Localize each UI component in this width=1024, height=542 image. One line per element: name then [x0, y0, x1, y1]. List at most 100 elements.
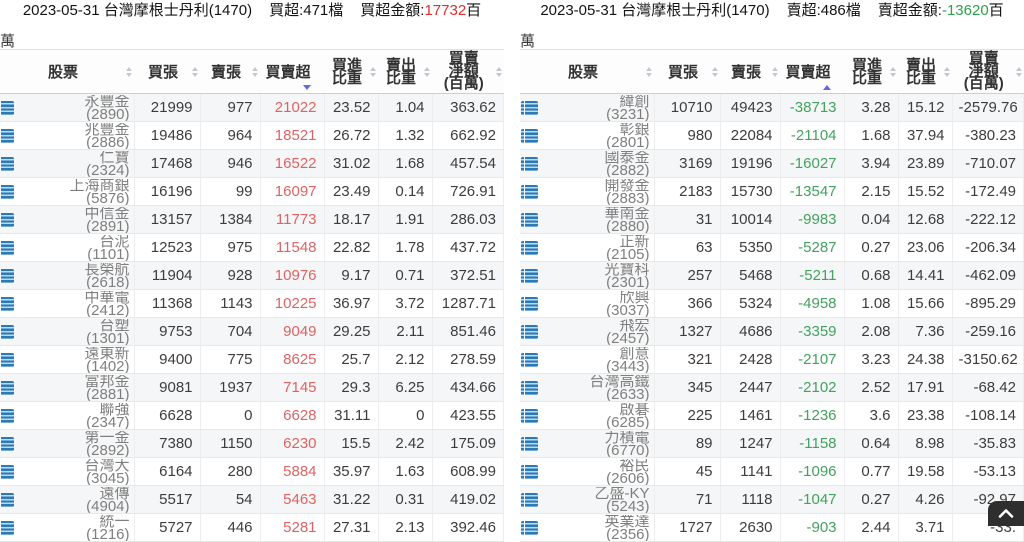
- list-icon[interactable]: [0, 380, 14, 395]
- stock-name: 緯創: [619, 94, 650, 108]
- list-icon[interactable]: [521, 408, 538, 423]
- col-sell-lots[interactable]: 賣張: [720, 49, 781, 94]
- stock-name: 中信金: [84, 206, 130, 220]
- list-icon[interactable]: [0, 296, 14, 311]
- sort-arrows-icon: [646, 66, 653, 77]
- list-icon[interactable]: [521, 268, 538, 283]
- stock-code: (2801): [606, 135, 650, 149]
- net-amount-cell: -259.16: [952, 317, 1024, 346]
- sell-weight-cell: 1.68: [378, 149, 433, 178]
- net-amount-cell: -108.14: [952, 401, 1024, 430]
- sell-lots-cell: 4686: [720, 317, 781, 346]
- list-icon[interactable]: [521, 156, 538, 171]
- stock-code: (2880): [606, 219, 650, 233]
- list-icon[interactable]: [521, 324, 538, 339]
- sort-arrows-icon: [712, 66, 719, 77]
- stock-name: 彰銀: [619, 122, 650, 136]
- list-icon[interactable]: [0, 520, 14, 535]
- col-sell-lots[interactable]: 賣張: [200, 49, 261, 94]
- sell-lots-cell: 1461: [720, 401, 781, 430]
- col-net-amount[interactable]: 買賣 淨額 (百萬): [432, 49, 504, 94]
- panel-title: 2023-05-31 台灣摩根士丹利(1470) 賣超:486檔 賣超金額:-136…: [520, 0, 1024, 34]
- col-sell-weight[interactable]: 賣出 比重: [898, 49, 953, 94]
- table-row: 長榮航 (2618) 11904 928 10976 9.17 0.71 372.…: [0, 261, 505, 290]
- list-icon[interactable]: [0, 352, 14, 367]
- stock-name: 華南金: [604, 206, 650, 220]
- sort-arrows-icon: [495, 66, 502, 77]
- stock-code: (2606): [606, 471, 650, 485]
- list-icon[interactable]: [521, 184, 538, 199]
- net-amount-cell: -35.83: [952, 429, 1024, 458]
- list-icon[interactable]: [521, 436, 538, 451]
- list-icon[interactable]: [0, 464, 14, 479]
- net-amount-cell: 392.46: [432, 513, 505, 542]
- col-buy-weight[interactable]: 買進 比重: [324, 49, 379, 94]
- list-icon[interactable]: [0, 212, 14, 227]
- net-buy-table: 股票 買張 賣張 買賣超 買進 比重 賣出 比重 買賣 淨額 (百萬) 永豐金 (2890…: [0, 49, 505, 542]
- buy-lots-cell: 89: [654, 429, 721, 458]
- list-icon[interactable]: [0, 156, 14, 171]
- list-icon[interactable]: [0, 240, 14, 255]
- list-icon[interactable]: [0, 268, 14, 283]
- buy-lots-cell: 11368: [134, 289, 201, 318]
- col-net-lots[interactable]: 買賣超: [780, 49, 845, 94]
- col-buy-weight[interactable]: 買進 比重: [844, 49, 899, 94]
- sell-weight-cell: 23.38: [898, 401, 953, 430]
- col-buy-lots[interactable]: 買張: [134, 49, 201, 94]
- col-sell-weight[interactable]: 賣出 比重: [378, 49, 433, 94]
- table-row: 國泰金 (2882) 3169 19196 -16027 3.94 23.89 -…: [520, 149, 1024, 178]
- col-buy-lots[interactable]: 買張: [654, 49, 721, 94]
- net-lots-cell: -38713: [780, 93, 845, 122]
- sell-weight-cell: 1.63: [378, 457, 433, 486]
- net-lots-cell: -1158: [780, 429, 845, 458]
- buy-weight-cell: 3.23: [844, 345, 899, 374]
- stock-cell: 遠東新 (1402): [20, 345, 135, 374]
- buy-weight-cell: 2.44: [844, 513, 899, 542]
- list-icon[interactable]: [521, 464, 538, 479]
- list-icon[interactable]: [521, 492, 538, 507]
- row-menu-cell: [0, 317, 20, 346]
- list-icon[interactable]: [0, 436, 14, 451]
- list-icon[interactable]: [521, 212, 538, 227]
- list-icon[interactable]: [0, 324, 14, 339]
- list-icon[interactable]: [0, 184, 14, 199]
- buy-weight-cell: 0.04: [844, 205, 899, 234]
- row-menu-cell: [0, 233, 20, 262]
- col-net-amount[interactable]: 買賣 淨額 (百萬): [952, 49, 1024, 94]
- buy-lots-cell: 6164: [134, 457, 201, 486]
- row-menu-cell: [0, 93, 20, 122]
- title-amount-stat: 賣超金額:-13620百: [877, 2, 1004, 19]
- table-row: 遠東新 (1402) 9400 775 8625 25.7 2.12 278.59: [0, 345, 505, 374]
- row-menu-cell: [520, 373, 540, 402]
- table-row: 聯強 (2347) 6628 0 6628 31.11 0 423.55: [0, 401, 505, 430]
- sell-lots-cell: 704: [200, 317, 261, 346]
- net-amount-cell: 726.91: [432, 177, 505, 206]
- col-stock[interactable]: 股票: [520, 49, 655, 94]
- col-stock[interactable]: 股票: [0, 49, 135, 94]
- header-row: 股票 買張 賣張 買賣超 買進 比重 賣出 比重 買賣 淨額 (百萬): [520, 49, 1024, 94]
- panel-title: 2023-05-31 台灣摩根士丹利(1470) 買超:471檔 買超金額:1773…: [0, 0, 504, 34]
- stock-name: 欣興: [619, 290, 650, 304]
- net-lots-cell: 11548: [260, 233, 325, 262]
- list-icon[interactable]: [0, 492, 14, 507]
- buy-weight-cell: 29.3: [324, 373, 379, 402]
- net-amount-cell: 457.54: [432, 149, 505, 178]
- list-icon[interactable]: [0, 408, 14, 423]
- list-icon[interactable]: [521, 100, 538, 115]
- back-to-top-button[interactable]: [988, 501, 1024, 526]
- net-lots-cell: 11773: [260, 205, 325, 234]
- sell-weight-cell: 2.13: [378, 513, 433, 542]
- list-icon[interactable]: [521, 380, 538, 395]
- col-net-lots[interactable]: 買賣超: [260, 49, 325, 94]
- sell-weight-cell: 12.68: [898, 205, 953, 234]
- net-lots-cell: 18521: [260, 121, 325, 150]
- list-icon[interactable]: [521, 352, 538, 367]
- net-lots-cell: 5884: [260, 457, 325, 486]
- list-icon[interactable]: [521, 296, 538, 311]
- list-icon[interactable]: [521, 128, 538, 143]
- list-icon[interactable]: [0, 128, 14, 143]
- list-icon[interactable]: [521, 520, 538, 535]
- list-icon[interactable]: [0, 100, 14, 115]
- list-icon[interactable]: [521, 240, 538, 255]
- stock-name: 台灣大: [84, 458, 130, 472]
